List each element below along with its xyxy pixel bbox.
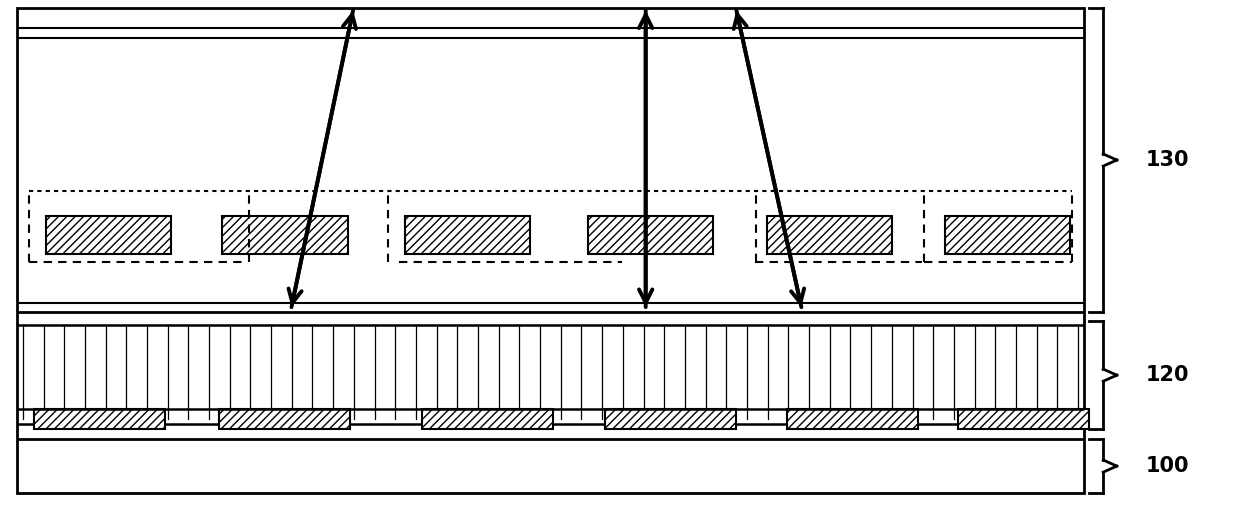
Text: 100: 100 <box>1146 456 1189 476</box>
Bar <box>945 216 1070 254</box>
Bar <box>219 409 350 429</box>
Bar <box>787 409 919 429</box>
Bar <box>766 216 892 254</box>
Bar <box>959 409 1090 429</box>
Text: 120: 120 <box>1146 365 1189 385</box>
Bar <box>222 216 348 254</box>
Bar <box>35 409 165 429</box>
Bar <box>605 409 735 429</box>
Bar <box>46 216 171 254</box>
Bar <box>405 216 531 254</box>
Text: 130: 130 <box>1146 150 1189 170</box>
Bar <box>422 409 553 429</box>
Bar <box>588 216 713 254</box>
